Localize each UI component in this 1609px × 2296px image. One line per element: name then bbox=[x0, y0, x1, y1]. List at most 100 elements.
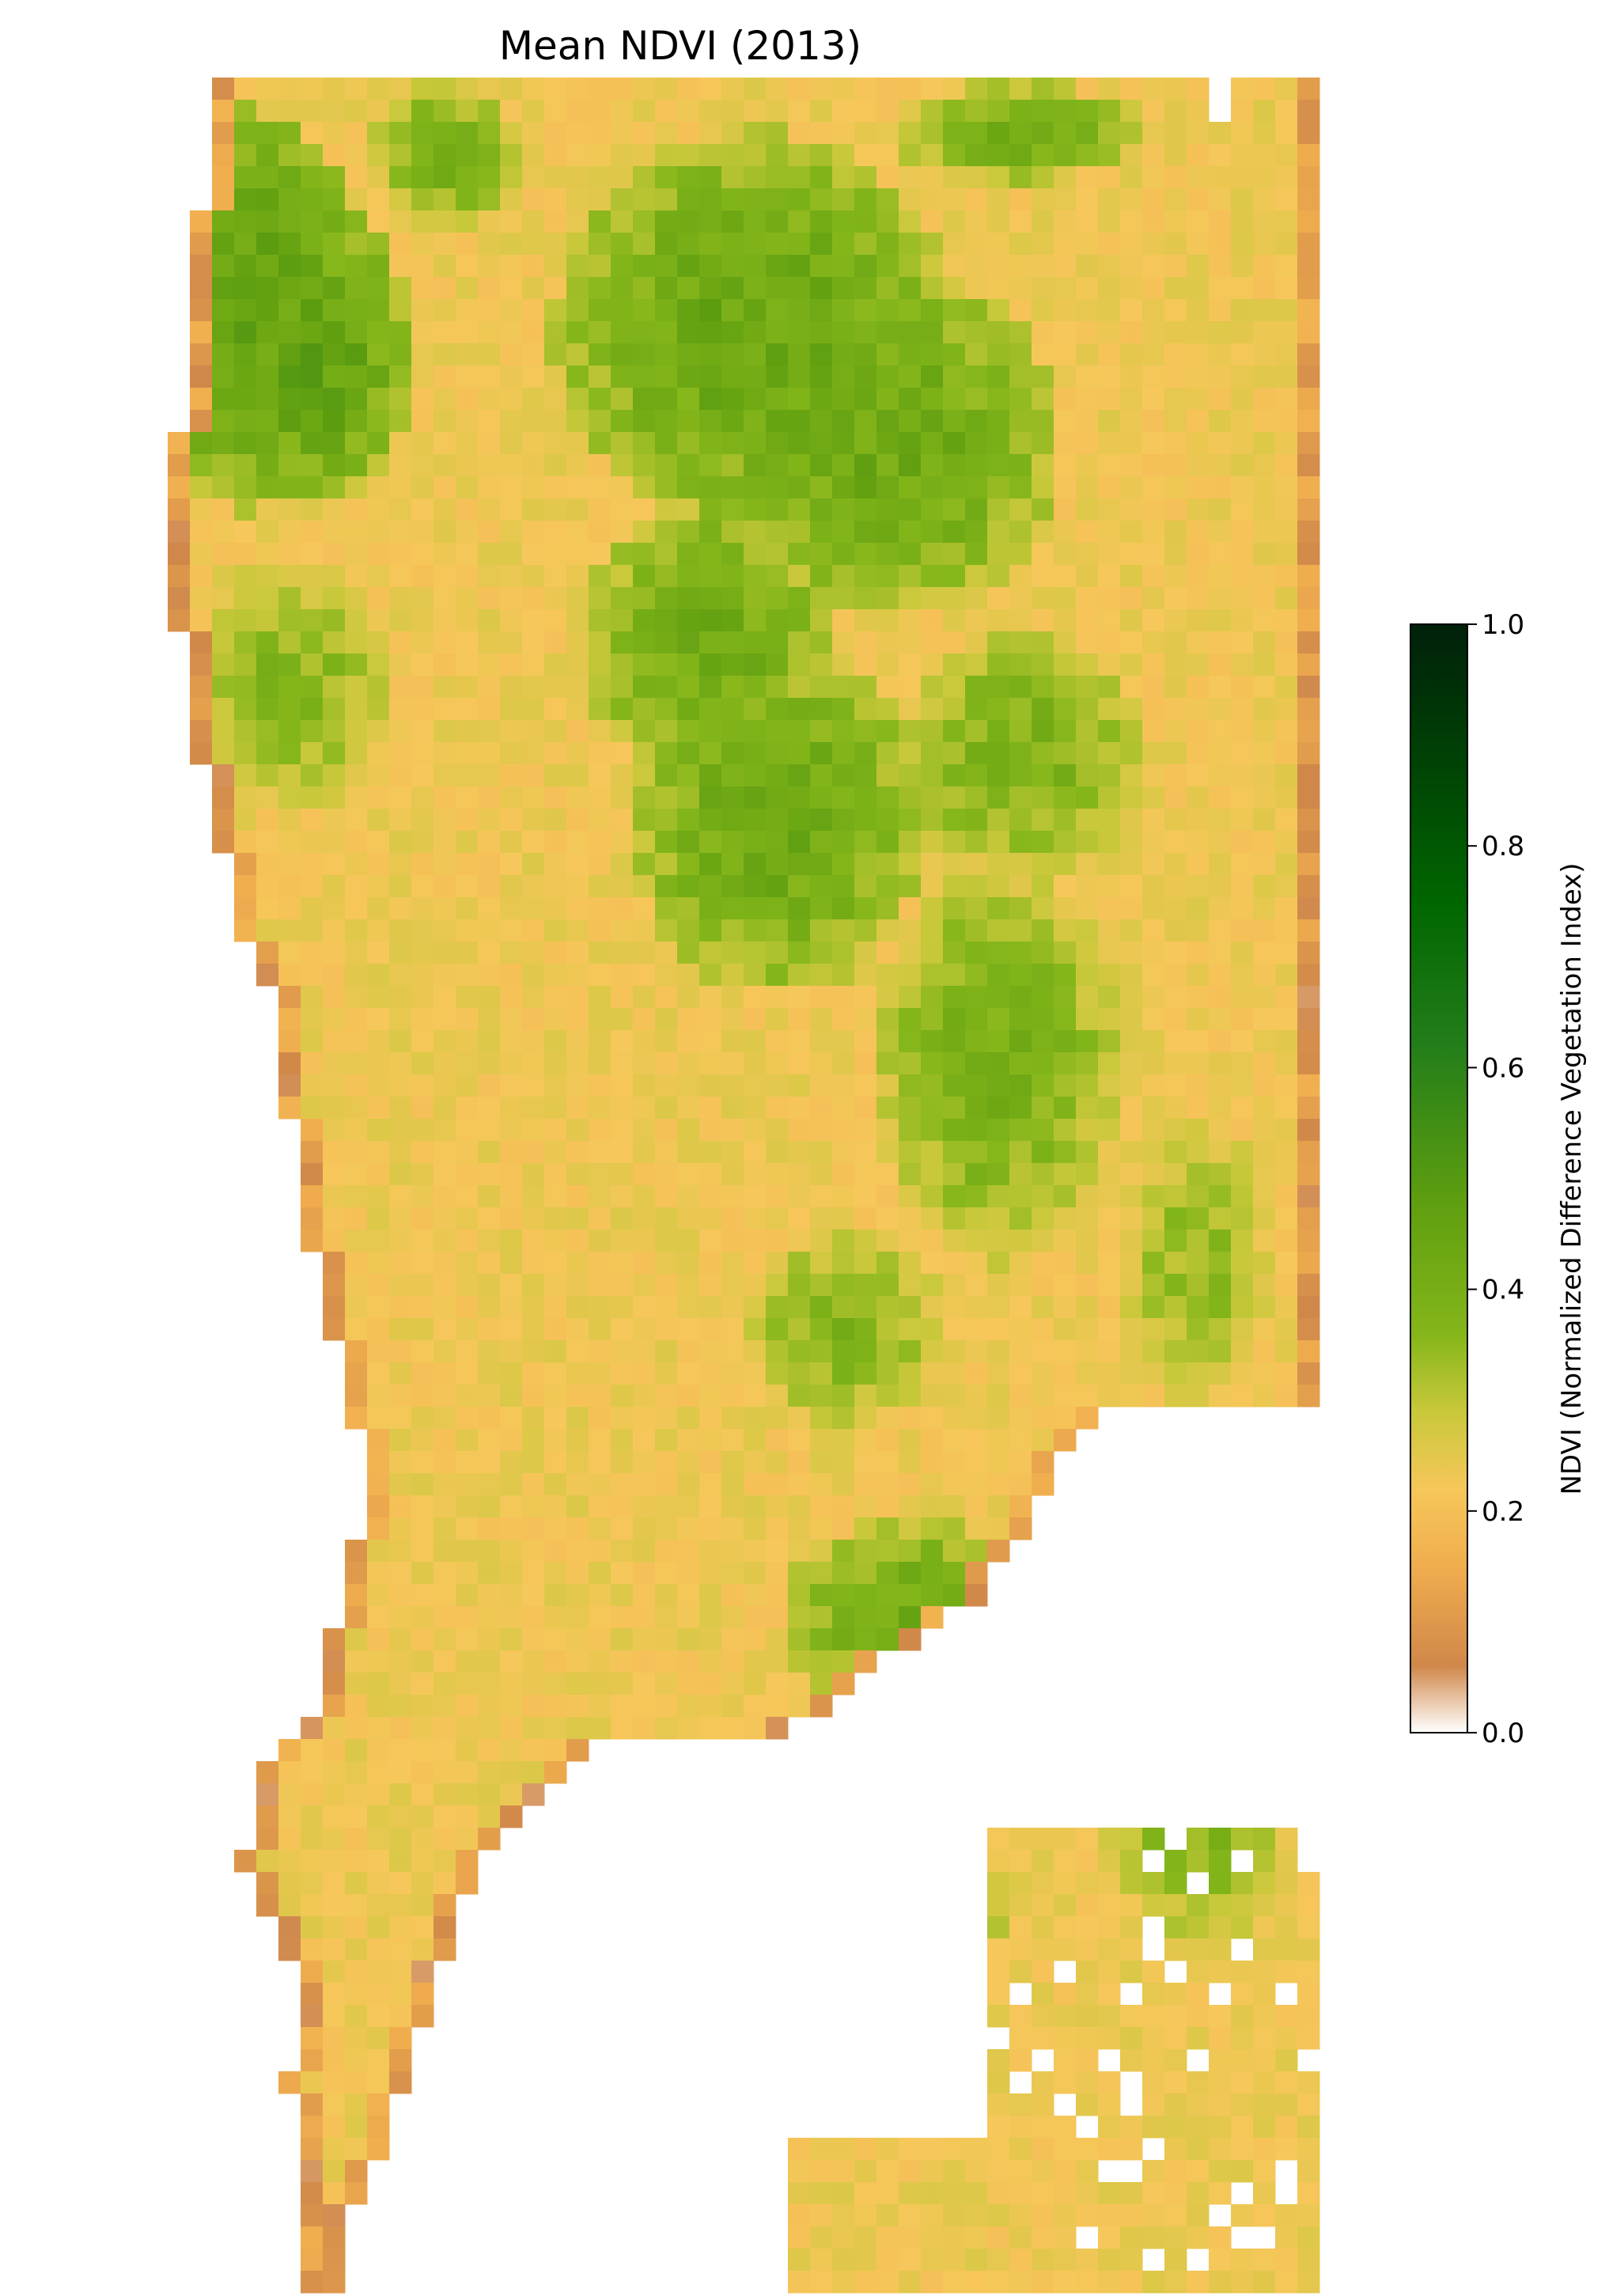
ndvi-cell bbox=[899, 1407, 922, 1430]
ndvi-cell bbox=[876, 1340, 899, 1363]
ndvi-cell bbox=[566, 1584, 589, 1607]
ndvi-cell bbox=[744, 875, 767, 898]
ndvi-cell bbox=[876, 2204, 899, 2227]
ndvi-cell bbox=[301, 2138, 324, 2161]
ndvi-cell bbox=[389, 1717, 412, 1740]
ndvi-cell bbox=[1253, 410, 1276, 433]
ndvi-cell bbox=[788, 742, 811, 765]
ndvi-cell bbox=[1054, 343, 1077, 366]
ndvi-cell bbox=[1164, 144, 1187, 167]
ndvi-cell bbox=[1032, 188, 1054, 211]
ndvi-cell bbox=[1098, 1340, 1121, 1363]
ndvi-cell bbox=[190, 277, 213, 300]
ndvi-cell bbox=[1187, 1916, 1210, 1939]
ndvi-cell bbox=[1142, 432, 1165, 455]
ndvi-cell bbox=[1120, 210, 1143, 233]
ndvi-cell bbox=[1275, 1340, 1298, 1363]
ndvi-cell bbox=[854, 233, 877, 256]
ndvi-cell bbox=[1098, 498, 1121, 521]
ndvi-cell bbox=[699, 1695, 722, 1718]
ndvi-cell bbox=[323, 1628, 346, 1651]
ndvi-cell bbox=[744, 1628, 767, 1651]
ndvi-cell bbox=[832, 1252, 855, 1275]
ndvi-cell bbox=[478, 144, 501, 167]
ndvi-cell bbox=[544, 1163, 567, 1186]
ndvi-cell bbox=[1231, 831, 1254, 854]
ndvi-cell bbox=[699, 1340, 722, 1363]
ndvi-cell bbox=[367, 1872, 390, 1895]
ndvi-cell bbox=[389, 432, 412, 455]
ndvi-cell bbox=[633, 543, 656, 566]
ndvi-cell bbox=[500, 1761, 523, 1784]
ndvi-cell bbox=[655, 654, 678, 676]
ndvi-cell bbox=[633, 1163, 656, 1186]
ndvi-cell bbox=[522, 1517, 545, 1540]
ndvi-cell bbox=[323, 2138, 346, 2161]
ndvi-cell bbox=[1032, 809, 1054, 832]
ndvi-cell bbox=[389, 1207, 412, 1230]
ndvi-cell bbox=[301, 1938, 324, 1961]
ndvi-cell bbox=[1076, 1207, 1099, 1230]
ndvi-cell bbox=[1209, 1207, 1232, 1230]
ndvi-cell bbox=[899, 942, 922, 964]
ndvi-cell bbox=[810, 2204, 833, 2227]
ndvi-cell bbox=[876, 1252, 899, 1275]
ndvi-cell bbox=[1120, 1296, 1143, 1319]
ndvi-cell bbox=[1032, 277, 1054, 300]
ndvi-cell bbox=[1076, 1850, 1099, 1873]
ndvi-cell bbox=[810, 1429, 833, 1452]
ndvi-cell bbox=[278, 565, 301, 588]
ndvi-cell bbox=[655, 388, 678, 411]
ndvi-cell bbox=[744, 1717, 767, 1740]
ndvi-cell bbox=[810, 609, 833, 632]
ndvi-cell bbox=[1231, 388, 1254, 411]
ndvi-cell bbox=[854, 255, 877, 278]
ndvi-cell bbox=[744, 1163, 767, 1186]
ndvi-cell bbox=[1098, 2093, 1121, 2116]
ndvi-cell bbox=[899, 1628, 922, 1651]
ndvi-cell bbox=[1209, 1252, 1232, 1275]
ndvi-cell bbox=[921, 1163, 944, 1186]
ndvi-cell bbox=[633, 454, 656, 477]
ndvi-cell bbox=[345, 343, 368, 366]
ndvi-cell bbox=[1076, 676, 1099, 699]
ndvi-cell bbox=[655, 609, 678, 632]
ndvi-cell bbox=[256, 543, 279, 566]
ndvi-cell bbox=[1032, 565, 1054, 588]
ndvi-cell bbox=[566, 1517, 589, 1540]
ndvi-cell bbox=[1209, 919, 1232, 942]
ndvi-cell bbox=[965, 1407, 988, 1430]
ndvi-cell bbox=[478, 986, 501, 1009]
ndvi-cell bbox=[456, 1318, 479, 1341]
ndvi-cell bbox=[677, 654, 700, 676]
ndvi-cell bbox=[345, 698, 368, 721]
ndvi-cell bbox=[943, 742, 966, 765]
ndvi-cell bbox=[965, 875, 988, 898]
ndvi-cell bbox=[478, 1185, 501, 1208]
ndvi-cell bbox=[323, 1850, 346, 1873]
ndvi-cell bbox=[611, 1673, 634, 1695]
ndvi-cell bbox=[744, 631, 767, 654]
ndvi-cell bbox=[876, 521, 899, 544]
ndvi-cell bbox=[1297, 1008, 1320, 1031]
ndvi-cell bbox=[876, 2226, 899, 2249]
ndvi-cell bbox=[1231, 122, 1254, 145]
ndvi-cell bbox=[1098, 1163, 1121, 1186]
ndvi-cell bbox=[611, 255, 634, 278]
ndvi-cell bbox=[832, 1141, 855, 1164]
ndvi-cell bbox=[323, 1916, 346, 1939]
ndvi-cell bbox=[544, 964, 567, 987]
ndvi-cell bbox=[854, 1606, 877, 1629]
ndvi-cell bbox=[566, 144, 589, 167]
ndvi-cell bbox=[1054, 1074, 1077, 1097]
ndvi-cell bbox=[1253, 919, 1276, 942]
ndvi-cell bbox=[1253, 609, 1276, 632]
ndvi-cell bbox=[677, 742, 700, 765]
ndvi-cell bbox=[433, 720, 456, 743]
ndvi-cell bbox=[655, 1163, 678, 1186]
ndvi-cell bbox=[1164, 1052, 1187, 1075]
ndvi-cell bbox=[367, 343, 390, 366]
ndvi-cell bbox=[1098, 1983, 1121, 2006]
ndvi-cell bbox=[1231, 1916, 1254, 1939]
ndvi-cell bbox=[589, 1540, 611, 1563]
